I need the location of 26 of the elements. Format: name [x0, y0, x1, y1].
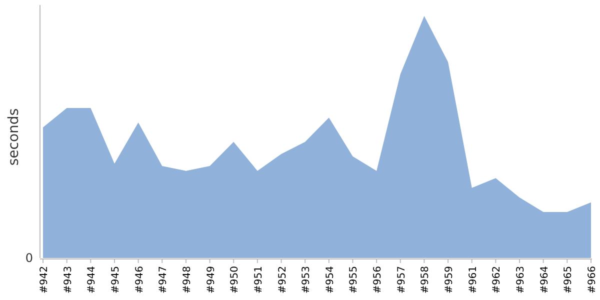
x-tick-label: #959 [444, 266, 456, 294]
y-axis-title: seconds [6, 108, 22, 166]
x-tick-label: #965 [563, 266, 574, 294]
x-tick-label: #963 [516, 266, 527, 294]
x-tick-label: #952 [277, 266, 288, 294]
x-tick-label: #943 [62, 266, 74, 294]
x-tick-label: #944 [86, 266, 98, 294]
x-tick-label: #966 [587, 266, 598, 294]
x-tick-label: #947 [158, 266, 170, 294]
x-tick-label: #953 [301, 266, 312, 294]
x-tick-label: #950 [230, 266, 241, 294]
text: 0 [25, 251, 33, 266]
x-tick-label: #956 [372, 266, 384, 294]
x-tick-label: #958 [420, 266, 432, 294]
x-tick-label: #962 [492, 266, 503, 294]
x-tick-label: #964 [539, 266, 550, 294]
x-tick-label: #949 [206, 266, 217, 294]
x-tick-label: #942 [39, 266, 50, 294]
x-tick-label: #951 [253, 266, 264, 294]
x-tick-label: #961 [468, 266, 479, 294]
x-tick-label: #955 [348, 266, 360, 294]
x-tick-label: #946 [134, 266, 146, 294]
x-tick-label: #954 [324, 266, 336, 294]
x-tick-label: #945 [110, 266, 122, 294]
x-tick-label: #948 [182, 266, 193, 294]
x-tick-label: #957 [396, 266, 408, 294]
